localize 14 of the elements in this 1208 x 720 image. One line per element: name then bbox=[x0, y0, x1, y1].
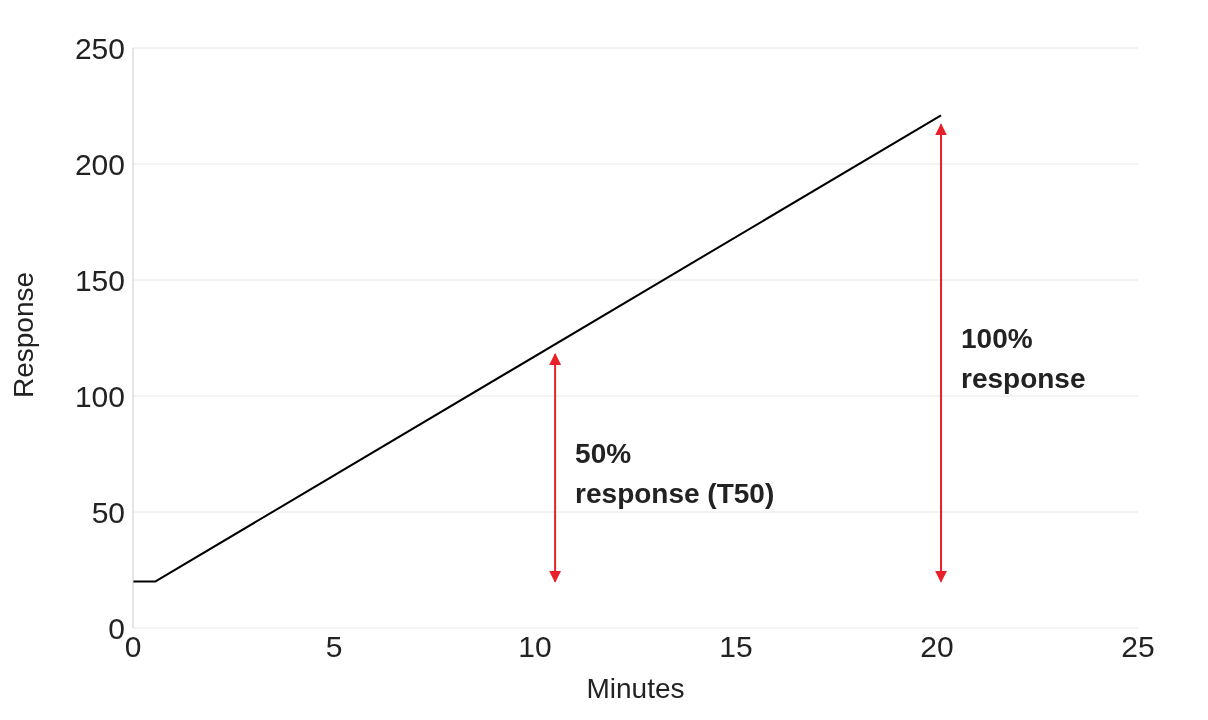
y-axis-title: Response bbox=[7, 271, 39, 398]
y-tick-label: 250 bbox=[74, 31, 125, 65]
annotation: 50% response (T50) bbox=[575, 437, 775, 509]
x-tick-label: 5 bbox=[325, 630, 343, 664]
annotation: 100% response bbox=[961, 323, 1086, 395]
y-tick-label: 200 bbox=[74, 147, 125, 181]
x-tick-label: 10 bbox=[518, 630, 552, 664]
x-tick-label: 20 bbox=[920, 630, 954, 664]
x-tick-label: 15 bbox=[719, 630, 753, 664]
x-tick-label: 25 bbox=[1121, 630, 1155, 664]
x-axis-title: Minutes bbox=[586, 673, 685, 704]
y-tick-label: 50 bbox=[91, 495, 125, 529]
y-tick-label: 150 bbox=[74, 263, 125, 297]
y-tick-label: 100 bbox=[74, 379, 125, 413]
